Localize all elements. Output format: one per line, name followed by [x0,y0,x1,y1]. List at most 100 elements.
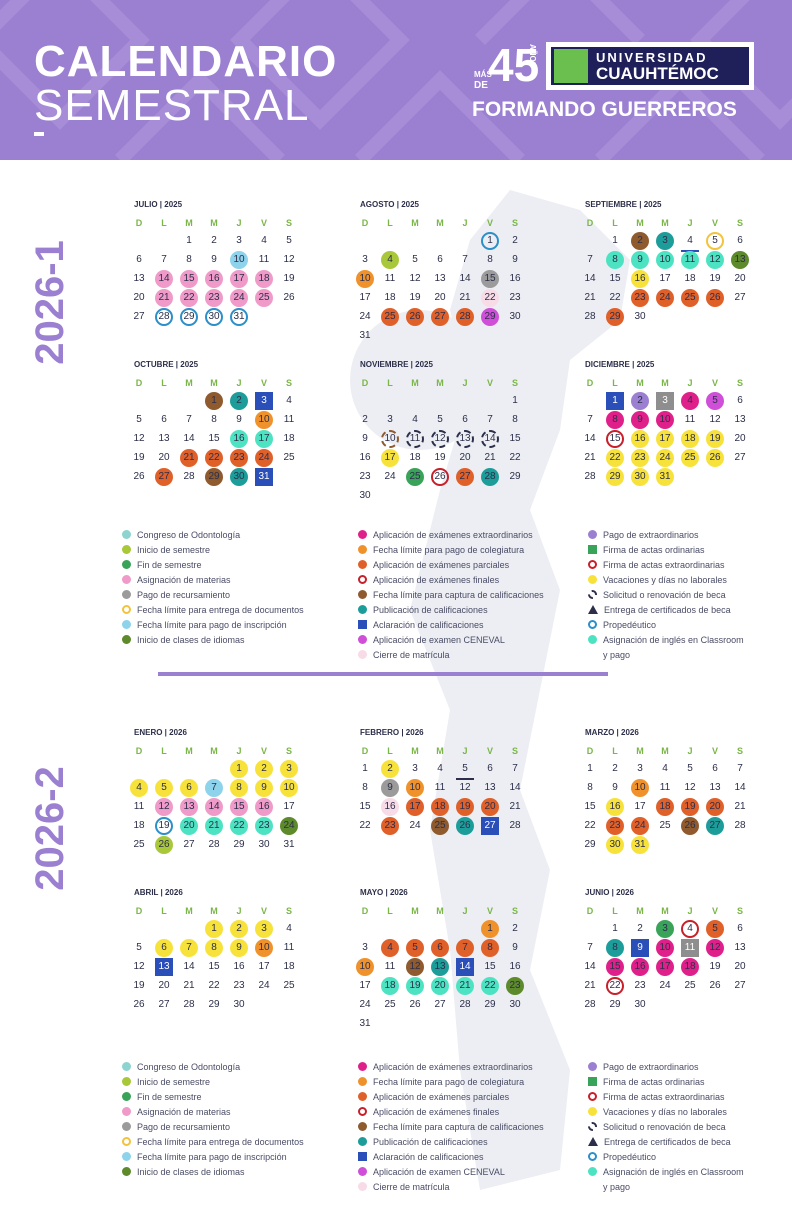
calendar-day: 3 [387,414,393,425]
legend-marker-icon [358,545,367,554]
calendar-day: 17 [381,449,399,467]
calendar-day: 9 [236,414,242,425]
calendar-day: 10 [406,779,424,797]
legend-item: Inicio de semestre [122,1077,210,1088]
legend-marker-icon [358,635,367,644]
weekday-header: M [210,906,218,916]
calendar-day: 11 [283,414,295,425]
warrior-watermark [350,190,630,1190]
legend-label: Aplicación de exámenes extraordinarios [373,1062,533,1072]
legend-marker-icon [122,1077,131,1086]
calendar-day: 17 [255,430,273,448]
calendar-day: 1 [612,235,618,246]
calendar-day: 8 [230,779,248,797]
legend-marker-icon [358,1152,367,1161]
calendar-day: 22 [509,452,521,463]
calendar-day: 5 [687,763,693,774]
legend-marker-icon [358,1137,367,1146]
calendar-day: 14 [584,433,596,444]
calendar-day: 2 [211,235,217,246]
calendar-day: 26 [431,468,449,486]
calendar-day: 12 [459,782,471,793]
calendar-day: 14 [183,433,195,444]
calendar-day: 25 [255,289,273,307]
weekday-header: J [687,906,693,916]
legend-label: Asignación de inglés en Classroom [603,635,744,645]
calendar-day: 22 [606,449,624,467]
calendar-day: 30 [205,308,223,326]
calendar-day: 5 [456,760,474,780]
legend-item: Fecha límite para captura de calificacio… [358,590,544,601]
legend-marker-icon [588,560,597,569]
legend-label: Vacaciones y días no laborales [603,575,727,585]
calendar-day: 6 [136,254,142,265]
calendar-day: 25 [681,289,699,307]
legend-label: Firma de actas extraordinarias [603,1092,725,1102]
calendar-day: 18 [431,798,449,816]
month-title: MARZO | 2026 [585,728,639,737]
calendar-day: 3 [656,392,674,410]
calendar-day: 6 [161,414,167,425]
weekday-header: M [436,906,444,916]
calendar-day: 24 [409,820,421,831]
calendar-day: 19 [409,292,421,303]
weekday-header: M [210,378,218,388]
calendar-day: 11 [258,254,270,265]
calendar-day: 13 [484,782,496,793]
weekday-header: S [511,378,518,388]
calendar-day: 5 [136,942,142,953]
calendar-day: 14 [734,782,746,793]
legend-item: Inicio de semestre [122,545,210,556]
legend-marker-icon [358,1167,367,1176]
calendar-day: 3 [656,232,674,250]
weekday-header: M [661,218,669,228]
logo-mas: MÁS [474,70,492,79]
calendar-day: 3 [280,760,298,778]
calendar-day: 12 [409,273,421,284]
calendar-day: 6 [737,395,743,406]
calendar-day: 30 [230,468,248,486]
calendar-day: 27 [734,292,746,303]
calendar-day: 5 [706,920,724,938]
calendar-day: 22 [481,289,499,307]
calendar-day: 21 [155,289,173,307]
calendar-day: 11 [681,251,699,269]
logo-de: DE [474,80,488,91]
calendar-day: 23 [359,471,371,482]
legend-marker-icon [122,1167,131,1176]
legend-item: y pago [588,650,630,661]
logo-45: 45 [488,39,540,91]
calendar-day: 19 [456,798,474,816]
legend-item: y pago [588,1182,630,1193]
weekday-header: S [285,746,292,756]
calendar-day: 24 [656,449,674,467]
legend-label: Pago de recursamiento [137,1122,231,1132]
calendar-day: 29 [509,471,521,482]
calendar-day: 25 [681,449,699,467]
calendar-day: 6 [437,254,443,265]
legend-label: Pago de extraordinarios [603,530,699,540]
calendar-day: 19 [283,273,295,284]
legend-label: Fin de semestre [137,1092,202,1102]
legend-item: Fecha límite para pago de colegiatura [358,1077,524,1088]
calendar-day: 26 [155,836,173,854]
legend-marker-icon [588,1137,598,1146]
calendar-day: 20 [734,273,746,284]
legend-marker-icon [588,1152,597,1161]
calendar-day: 15 [509,433,521,444]
calendar-day: 13 [431,958,449,976]
calendar-day: 21 [180,449,198,467]
weekday-header: V [486,378,493,388]
calendar-day: 22 [208,980,220,991]
month-title: MAYO | 2026 [360,888,408,897]
weekday-header: M [411,218,419,228]
calendar-day: 20 [431,977,449,995]
legend-item: Vacaciones y días no laborales [588,575,727,586]
legend-item: Aplicación de exámenes finales [358,575,499,586]
weekday-header: M [185,378,193,388]
legend-item: Cierre de matrícula [358,650,450,661]
legend-item: Entrega de certificados de beca [588,605,731,616]
calendar-day: 31 [283,839,295,850]
legend-marker-icon [122,605,131,614]
legend-marker-icon [358,530,367,539]
